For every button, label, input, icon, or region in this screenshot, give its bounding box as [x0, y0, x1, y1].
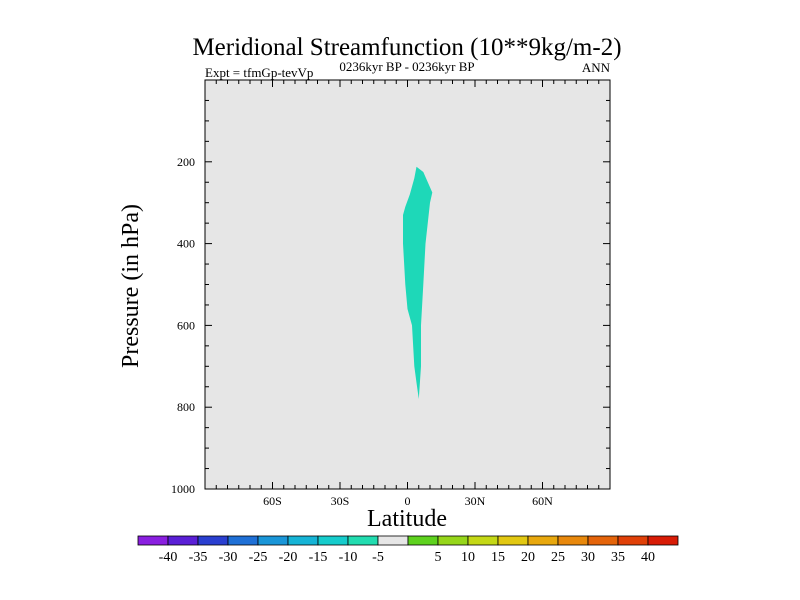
y-tick-label: 600 [177, 318, 195, 332]
right-string: ANN [582, 60, 611, 75]
colorbar-label: -20 [279, 550, 298, 565]
colorbar-label: 10 [461, 550, 475, 565]
colorbar-label: 35 [611, 550, 625, 565]
colorbar-label: 15 [491, 550, 505, 565]
x-tick-label: 60N [532, 494, 553, 508]
colorbar-label: 20 [521, 550, 535, 565]
y-tick-label: 1000 [171, 482, 195, 496]
colorbar-box [317, 535, 349, 546]
x-tick-label: 0 [405, 494, 411, 508]
colorbar-label: -40 [159, 550, 178, 565]
colorbar-label: -25 [249, 550, 268, 565]
colorbar-box [527, 535, 559, 546]
x-axis-title: Latitude [367, 506, 447, 532]
colorbar-box [617, 535, 649, 546]
colorbar-box [227, 535, 259, 546]
y-tick-label: 200 [177, 155, 195, 169]
colorbar-box [587, 535, 619, 546]
axis-ticks: 60S 30S 0 30N 60N 200 400 600 800 1000 [171, 80, 610, 508]
center-string: 0236kyr BP - 0236kyr BP [339, 59, 474, 74]
colorbar-box [347, 535, 379, 546]
contour-region-0 [403, 166, 433, 399]
colorbar-label: -10 [339, 550, 358, 565]
colorbar-label: 40 [641, 550, 655, 565]
left-string: Expt = tfmGp-tevVp [205, 65, 313, 80]
colorbar-label: -15 [309, 550, 328, 565]
x-tick-label: 30S [331, 494, 350, 508]
colorbar-box [557, 535, 589, 546]
colorbar-box [497, 535, 529, 546]
colorbar-box [377, 535, 409, 546]
x-tick-label: 60S [263, 494, 282, 508]
colorbar-box [257, 535, 289, 546]
colorbar-label: 30 [581, 550, 595, 565]
colorbar-box [647, 535, 679, 546]
colorbar-box [287, 535, 319, 546]
y-tick-label: 400 [177, 237, 195, 251]
colorbar-label: 5 [435, 550, 442, 565]
colorbar-label: -5 [372, 550, 384, 565]
y-axis-title: Pressure (in hPa) [118, 204, 144, 368]
colorbar-box [197, 535, 229, 546]
colorbar-label: 25 [551, 550, 565, 565]
colorbar-box [407, 535, 439, 546]
colorbar-box [137, 535, 169, 546]
colorbar: -40 -35 -30 -25 -20 -15 -10 -5 5 10 15 20 25 30 35 40 [137, 535, 679, 565]
chart-title: Meridional Streamfunction (10**9kg/m-2) [192, 34, 621, 61]
x-tick-label: 30N [465, 494, 486, 508]
y-tick-label: 800 [177, 400, 195, 414]
colorbar-box [437, 535, 469, 546]
filled-contours [403, 166, 433, 399]
colorbar-box [167, 535, 199, 546]
colorbar-box [467, 535, 499, 546]
colorbar-label: -30 [219, 550, 238, 565]
colorbar-label: -35 [189, 550, 208, 565]
